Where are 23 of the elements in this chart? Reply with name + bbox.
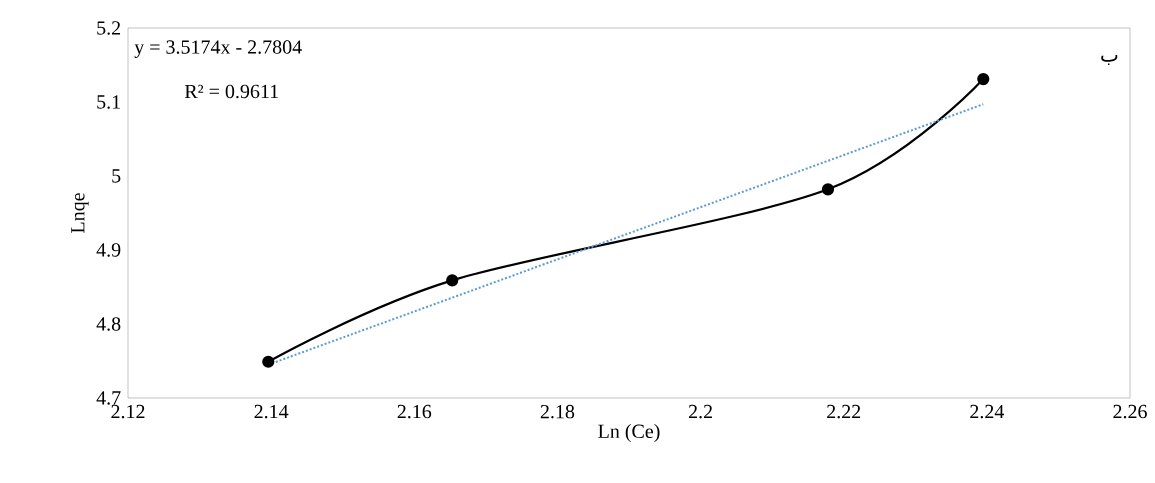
point <box>821 183 835 196</box>
annotation: ب <box>1101 55 1118 66</box>
x-tick-label: 2.14 <box>254 404 289 419</box>
point <box>262 355 275 368</box>
point <box>446 274 459 287</box>
y-tick-label: 4.8 <box>96 317 121 331</box>
x-tick-label: 2.18 <box>540 404 575 419</box>
annotation: y = 3.5174x - 2.7804 <box>134 40 302 58</box>
annotation: R² = 0.9611 <box>184 84 278 99</box>
y-axis-title: Lnqe <box>71 193 89 233</box>
y-tick-label: 4.7 <box>96 391 121 405</box>
y-tick-label: 5.1 <box>97 95 120 109</box>
x-tick-label: 2.24 <box>970 404 1005 419</box>
x-tick-label: 2.22 <box>827 404 861 419</box>
x-tick-label: 2.2 <box>688 404 712 419</box>
x-tick-label: 2.16 <box>397 404 432 419</box>
y-tick-label: 5.2 <box>97 21 121 35</box>
y-tick-label: 4.9 <box>96 243 121 257</box>
x-tick-label: 2.26 <box>1113 404 1147 419</box>
y-tick-label: 5 <box>112 169 121 183</box>
x-tick-label: 2.12 <box>111 404 145 419</box>
x-axis-title: Ln (Ce) <box>598 423 660 443</box>
point <box>977 72 990 86</box>
